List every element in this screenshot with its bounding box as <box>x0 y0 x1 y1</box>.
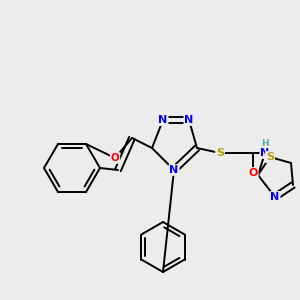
Text: S: S <box>266 152 274 162</box>
Text: N: N <box>270 192 280 202</box>
Text: O: O <box>248 168 258 178</box>
Text: O: O <box>111 153 119 163</box>
Text: N: N <box>158 115 168 125</box>
Text: N: N <box>184 115 194 125</box>
Text: N: N <box>169 165 178 175</box>
Text: H: H <box>261 139 269 148</box>
Text: N: N <box>260 148 270 158</box>
Text: S: S <box>216 148 224 158</box>
